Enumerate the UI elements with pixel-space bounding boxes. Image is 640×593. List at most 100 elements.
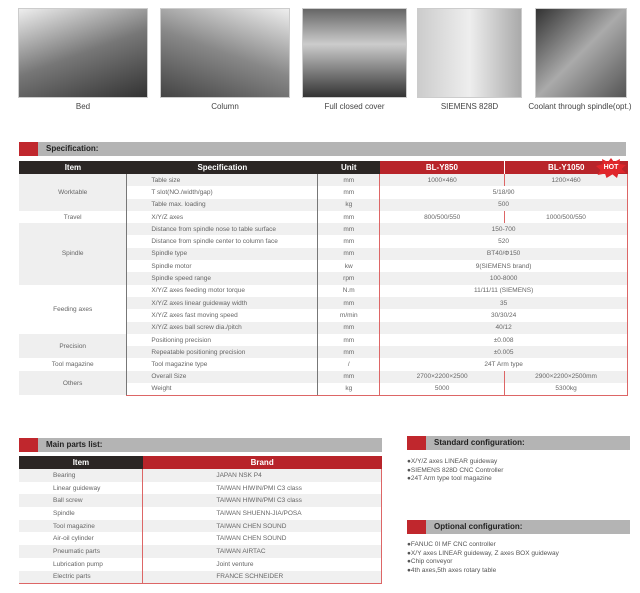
spec-value-model-2: 1000/500/550	[504, 210, 628, 224]
standard-config-header: Standard configuration:	[407, 436, 630, 450]
spec-value: 520	[379, 235, 628, 248]
photo-caption: Coolant through spindle(opt.)	[528, 102, 632, 111]
spec-row: Spindle motor kw 9(SIEMENS brand)	[19, 260, 628, 273]
spec-unit: mm	[343, 188, 355, 196]
col-item: Item	[19, 456, 143, 469]
spec-row: Travel X/Y/Z axes mm 800/500/550 1000/500/55…	[19, 210, 628, 224]
parts-row: Lubrication pump Joint venture	[19, 557, 382, 571]
part-item: Air-oil cylinder	[19, 532, 143, 546]
parts-row: Pneumatic parts TAIWAN AIRTAC	[19, 545, 382, 558]
spec-value: ±0.008	[379, 333, 628, 347]
spec-name: Spindle type	[126, 247, 319, 261]
part-item: Lubrication pump	[19, 557, 143, 571]
spec-name: X/Y/Z axes linear guideway width	[126, 296, 319, 310]
col-brand: Brand	[142, 456, 382, 469]
spec-name: X/Y/Z axes	[126, 210, 319, 224]
part-brand: TAIWAN AIRTAC	[142, 545, 382, 558]
spec-row: Precision Positioning precision mm ±0.008	[19, 333, 628, 359]
part-brand: Joint venture	[142, 557, 382, 571]
spec-name: Table size	[126, 174, 319, 187]
section-title: Standard configuration:	[434, 438, 525, 447]
group-label: Worktable	[19, 174, 127, 211]
spec-unit: m/min	[339, 311, 358, 319]
parts-row: Ball screw TAIWAN HIWIN/PMI C3 class	[19, 494, 382, 508]
spec-unit: mm	[317, 321, 380, 334]
section-title: Specification:	[46, 144, 99, 153]
hot-badge: HOT	[596, 158, 626, 178]
parts-row: Bearing JAPAN NSK P4	[19, 469, 382, 482]
section-title: Optional configuration:	[434, 522, 523, 531]
part-item: Electric parts	[19, 570, 143, 584]
spec-row: Table max. loading kg 500	[19, 198, 628, 211]
group-label: Others	[19, 370, 127, 396]
photo-caption: SIEMENS 828D	[440, 102, 499, 111]
spec-value: 150-700	[379, 223, 628, 236]
parts-row: Linear guideway TAIWAN HIWIN/PMI C3 class	[19, 481, 382, 495]
spec-value-model-2: 2900×2200×2500mm	[504, 370, 628, 384]
parts-row: Electric parts FRANCE SCHNEIDER	[19, 570, 382, 584]
spec-name: Table max. loading	[126, 198, 319, 211]
spec-value-model-1: 800/500/550	[379, 210, 505, 224]
config-item: ●24T Arm type tool magazine	[407, 475, 492, 482]
spec-value: 500	[379, 198, 628, 211]
spec-unit: kg	[317, 383, 380, 396]
spec-row: X/Y/Z axes linear guideway width mm 35	[19, 296, 628, 310]
column-photo	[160, 8, 290, 98]
part-brand: TAIWAN CHEN SOUND	[142, 519, 382, 533]
spec-unit: mm	[317, 296, 380, 310]
spec-unit: mm	[343, 238, 355, 246]
part-brand: FRANCE SCHNEIDER	[142, 570, 382, 584]
group-label: Tool magazine	[19, 358, 127, 371]
col-model-1: BL-Y850	[379, 161, 505, 174]
photo-caption: Full closed cover	[324, 102, 385, 111]
spec-value: 5/18/90	[379, 186, 628, 199]
spec-name: Distance from spindle nose to table surf…	[126, 223, 319, 236]
spec-value-model-2: 1200×460	[504, 174, 628, 187]
part-item: Pneumatic parts	[19, 545, 143, 558]
spec-unit: N.m	[342, 287, 355, 295]
spec-value-model-1: 1000×460	[379, 174, 505, 187]
photo-caption: Bed	[75, 102, 91, 111]
spec-value: 24T Arm type	[379, 358, 628, 371]
parts-section-header: Main parts list:	[19, 438, 382, 452]
spec-unit: rpm	[317, 272, 380, 285]
spec-row: Spindle Distance from spindle nose to tab…	[19, 223, 628, 285]
config-item: ●Chip conveyor	[407, 558, 453, 565]
col-model-2: BL-Y1050	[504, 161, 628, 174]
spec-name: Weight	[126, 383, 319, 396]
spec-row: Feeding axes X/Y/Z axes feeding motor tor…	[19, 284, 628, 334]
spec-row: Worktable Table size mm 1000×460 1200×460	[19, 174, 628, 211]
spec-row: T slot(NO./width/gap) mm 5/18/90	[19, 186, 628, 199]
spec-value: 35	[379, 296, 628, 310]
spec-unit: mm	[317, 346, 380, 359]
parts-row: Tool magazine TAIWAN CHEN SOUND	[19, 519, 382, 533]
part-item: Tool magazine	[19, 519, 143, 533]
spec-name: Tool magazine type	[126, 358, 319, 371]
group-label: Feeding axes	[19, 284, 127, 334]
spec-table: Item Specification Unit BL-Y850 BL-Y1050 Wor…	[19, 161, 628, 396]
spec-name: Spindle speed range	[126, 272, 319, 285]
spec-value: ±0.005	[379, 346, 628, 359]
bed-photo	[18, 8, 148, 98]
spec-row: Spindle type mm BT40/Φ150	[19, 247, 628, 261]
part-item: Bearing	[19, 469, 143, 482]
spec-name: X/Y/Z axes ball screw dia./pitch	[126, 321, 319, 334]
spec-name: Spindle motor	[126, 260, 319, 273]
group-label: Spindle	[19, 223, 127, 285]
spec-unit: kg	[317, 198, 380, 211]
spec-row: Distance from spindle center to column f…	[19, 235, 628, 248]
spec-name: Repeatable positioning precision	[126, 346, 319, 359]
part-item: Ball screw	[19, 494, 143, 508]
spec-unit: mm	[343, 213, 355, 221]
config-item: ●X/Y/Z axes LINEAR guideway	[407, 458, 498, 465]
part-brand: JAPAN NSK P4	[142, 469, 382, 482]
coolant-spindle-photo	[535, 8, 627, 98]
part-item: Linear guideway	[19, 481, 143, 495]
col-unit: Unit	[317, 161, 380, 174]
spec-unit: mm	[317, 223, 380, 236]
spec-row: Weight kg 5000 5300kg	[19, 383, 628, 396]
group-label: Precision	[19, 333, 127, 359]
spec-value: 9(SIEMENS brand)	[379, 260, 628, 273]
cover-photo	[302, 8, 407, 98]
col-item: Item	[19, 161, 127, 174]
